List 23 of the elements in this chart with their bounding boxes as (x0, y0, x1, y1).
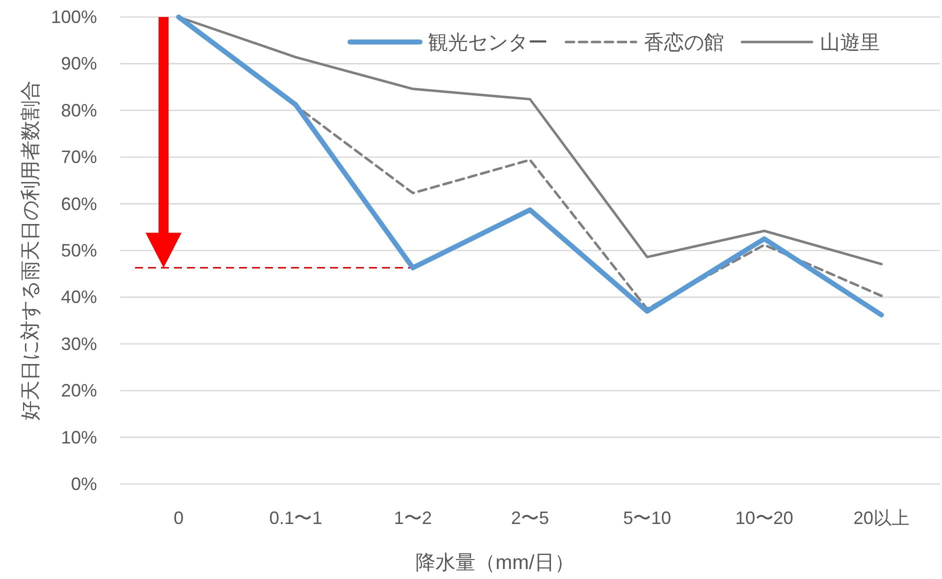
y-tick-label: 80% (60, 100, 97, 120)
y-tick-label: 50% (60, 240, 97, 260)
legend-label: 観光センター (428, 32, 548, 54)
x-tick-label: 20以上 (853, 508, 910, 528)
legend-label: 山遊里 (820, 32, 880, 54)
y-axis-title: 好天日に対する雨天日の利用者数割合 (20, 80, 42, 420)
y-tick-label: 10% (60, 427, 97, 448)
y-tick-label: 20% (60, 380, 97, 401)
y-tick-label: 70% (60, 147, 97, 168)
x-tick-label: 5〜10 (623, 508, 672, 528)
y-tick-label: 0% (70, 474, 97, 494)
legend-label: 香恋の館 (644, 31, 724, 54)
x-tick-label: 0.1〜1 (269, 508, 322, 528)
x-tick-label: 2〜5 (510, 508, 550, 528)
y-tick-label: 90% (60, 54, 97, 74)
y-tick-label: 100% (50, 7, 97, 27)
x-tick-label: 10〜20 (735, 508, 794, 528)
y-tick-label: 30% (60, 334, 97, 354)
x-axis-title: 降水量（mm/日） (416, 552, 574, 574)
x-tick-label: 0 (174, 508, 184, 528)
y-tick-label: 60% (60, 194, 97, 214)
y-tick-label: 40% (60, 287, 97, 308)
x-tick-label: 1〜2 (394, 508, 432, 528)
